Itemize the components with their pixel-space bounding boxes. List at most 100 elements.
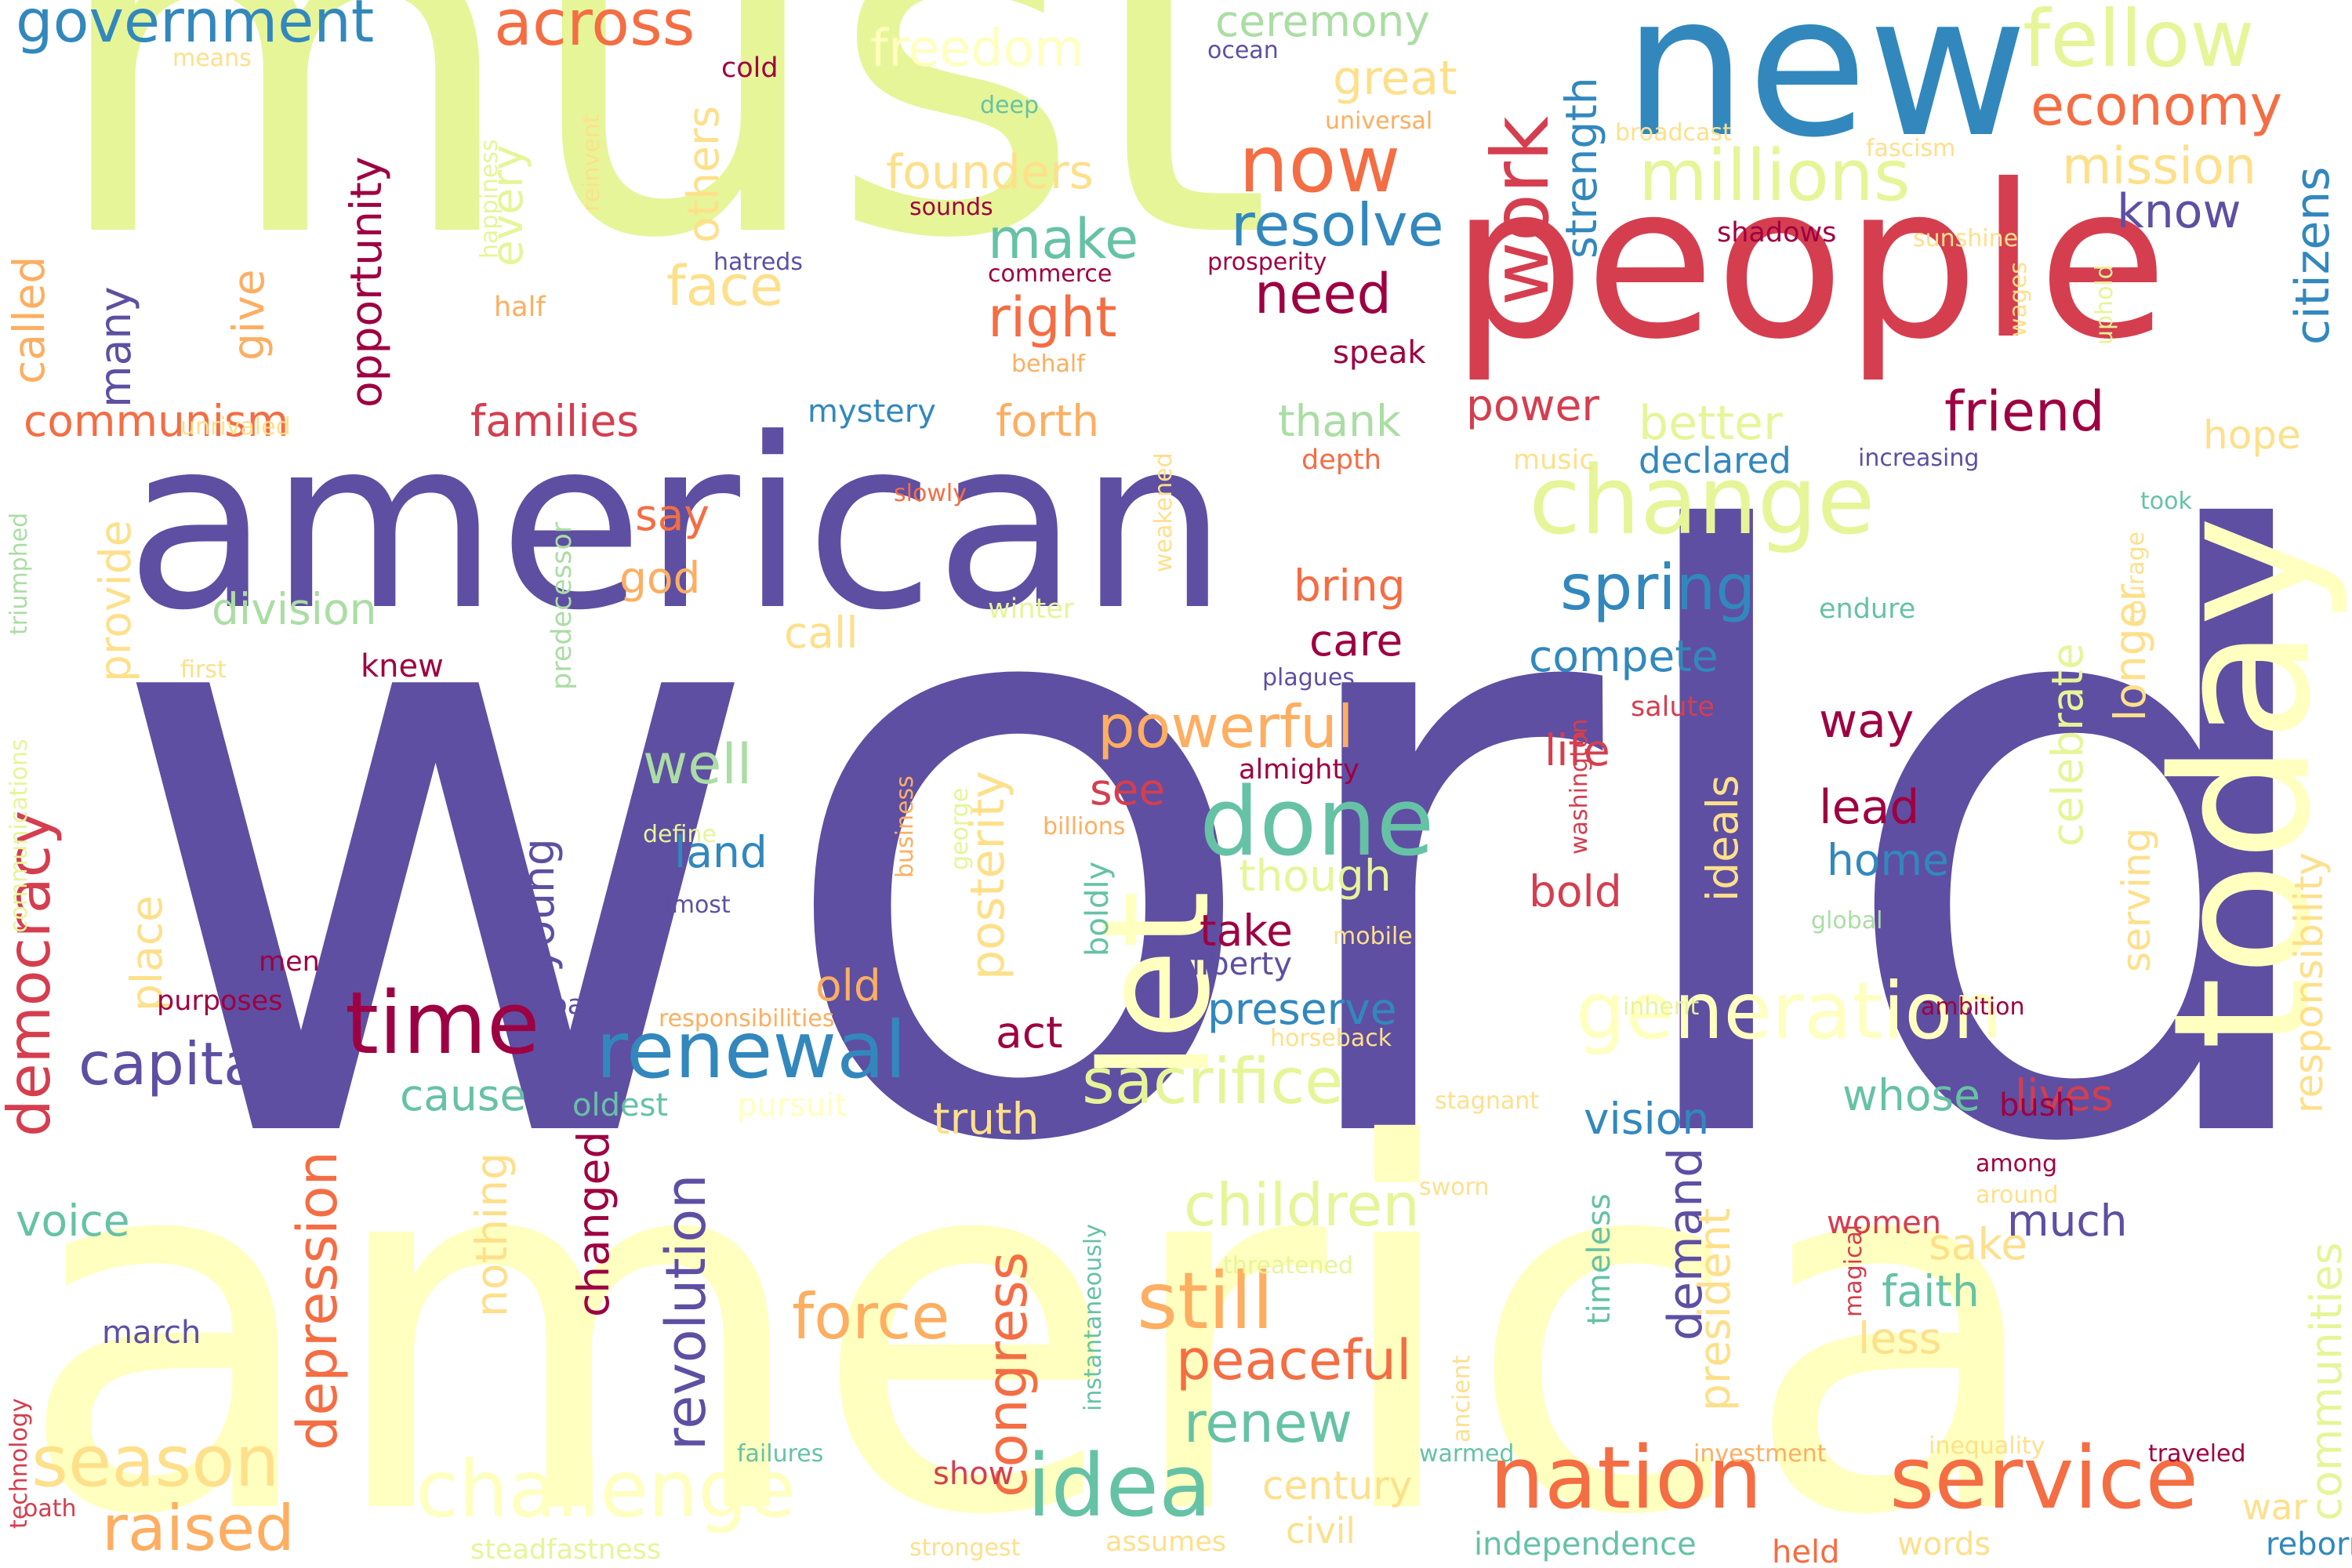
cloud-word-peaceful: peaceful [1176,1328,1412,1392]
cloud-word-predecessor: predecessor [546,521,578,690]
cloud-word-renew: renew [1184,1391,1352,1455]
cloud-word-bush: bush [1999,1087,2075,1123]
cloud-word-hope: hope [2203,412,2301,458]
cloud-word-music: music [1513,445,1595,476]
cloud-word-communications: communications [5,739,33,933]
cloud-word-instantaneously: instantaneously [1080,1224,1107,1411]
cloud-word-face: face [666,254,784,318]
cloud-word-billions: billions [1043,813,1126,840]
cloud-word-power: power [1466,380,1599,430]
cloud-word-preserve: preserve [1207,984,1397,1034]
cloud-word-though: though [1239,851,1392,901]
cloud-word-citizens: citizens [2285,166,2340,345]
cloud-word-responsibilities: responsibilities [659,1005,835,1033]
cloud-word-communism: communism [24,396,289,446]
cloud-word-steadfastness: steadfastness [470,1534,662,1566]
cloud-word-whose: whose [1842,1070,1980,1120]
cloud-word-strength: strength [1556,77,1606,259]
cloud-word-communities: communities [2301,1242,2351,1521]
cloud-word-salute: salute [1631,691,1715,723]
cloud-word-uphold: uphold [2091,264,2118,345]
cloud-word-independence: independence [1474,1526,1697,1563]
cloud-word-better: better [1639,396,1783,451]
cloud-word-lead: lead [1819,780,1920,835]
cloud-word-spring: spring [1560,551,1756,624]
cloud-word-speak: speak [1333,335,1426,371]
cloud-word-threatened: threatened [1223,1252,1354,1279]
cloud-word-resolve: resolve [1231,191,1444,260]
cloud-word-behalf: behalf [1011,350,1085,378]
cloud-word-ocean: ocean [1207,37,1279,64]
cloud-word-century: century [1262,1463,1413,1508]
cloud-word-winter: winter [988,593,1075,625]
cloud-word-land: land [674,827,768,877]
cloud-word-boat: boat [533,989,595,1021]
cloud-word-raised: raised [102,1492,295,1565]
cloud-word-plagues: plagues [1262,664,1355,691]
cloud-word-women: women [1827,1205,1942,1241]
cloud-word-america: america [16,1040,2050,1568]
cloud-word-civil: civil [1286,1510,1356,1552]
cloud-word-courage: courage [2122,531,2150,627]
cloud-word-families: families [470,396,639,446]
cloud-word-division: division [212,584,377,634]
cloud-word-many: many [90,286,140,408]
cloud-word-god: god [619,553,701,603]
cloud-word-vision: vision [1584,1094,1710,1144]
cloud-word-cold: cold [721,53,779,84]
cloud-word-know: know [2117,184,2241,239]
cloud-word-prosperity: prosperity [1207,249,1327,276]
cloud-word-home: home [1827,835,1949,885]
cloud-word-hatreds: hatreds [713,249,803,276]
cloud-word-responsibility: responsibility [2286,852,2332,1113]
cloud-word-technology: technology [5,1398,33,1529]
cloud-word-compete: compete [1529,631,1719,681]
cloud-word-knew: knew [361,648,444,684]
cloud-word-happiness: happiness [476,139,503,259]
cloud-word-endure: endure [1819,593,1916,625]
cloud-word-traveled: traveled [2148,1440,2246,1468]
cloud-word-work: work [1475,116,1566,306]
cloud-word-force: force [792,1280,950,1353]
cloud-word-inherit: inherit [1623,993,1700,1021]
cloud-word-right: right [988,285,1117,350]
cloud-word-change: change [1529,447,1875,556]
cloud-word-bring: bring [1294,561,1406,611]
cloud-word-millions: millions [1639,135,1911,217]
cloud-word-sacrifice: sacrifice [1082,1045,1344,1118]
cloud-word-men: men [259,946,320,978]
cloud-word-war: war [2242,1486,2307,1528]
cloud-word-sake: sake [1929,1219,2028,1269]
cloud-word-say: say [635,490,710,540]
cloud-word-idea: idea [1027,1436,1212,1536]
cloud-word-sunshine: sunshine [1913,225,2019,252]
cloud-word-depression: depression [285,1151,350,1450]
cloud-word-stagnant: stagnant [1435,1087,1539,1115]
cloud-word-depth: depth [1301,445,1381,476]
cloud-word-words: words [1897,1526,1991,1563]
cloud-word-almighty: almighty [1239,754,1359,786]
cloud-word-called: called [4,256,54,384]
cloud-word-business: business [891,775,919,878]
cloud-word-reborn: reborn [2266,1526,2352,1563]
cloud-word-half: half [494,292,546,323]
cloud-word-economy: economy [2031,74,2283,138]
cloud-word-failures: failures [737,1440,824,1468]
cloud-word-means: means [172,45,252,72]
cloud-word-faith: faith [1882,1266,1980,1316]
cloud-word-increasing: increasing [1858,445,1980,472]
cloud-word-provide: provide [90,520,140,682]
cloud-word-around: around [1976,1181,2059,1209]
cloud-word-celebrate: celebrate [2042,643,2092,847]
cloud-word-forth: forth [996,396,1100,446]
cloud-word-bold: bold [1529,866,1622,916]
cloud-word-need: need [1254,262,1392,326]
cloud-word-timeless: timeless [1581,1193,1617,1325]
cloud-word-thank: thank [1278,396,1401,446]
cloud-word-washington: washington [1566,718,1593,855]
cloud-word-first: first [180,656,227,684]
cloud-word-changed: changed [568,1131,619,1317]
cloud-word-liberty: liberty [1192,946,1293,982]
cloud-word-challenge: challenge [416,1443,797,1535]
cloud-word-new: new [1623,0,2028,180]
